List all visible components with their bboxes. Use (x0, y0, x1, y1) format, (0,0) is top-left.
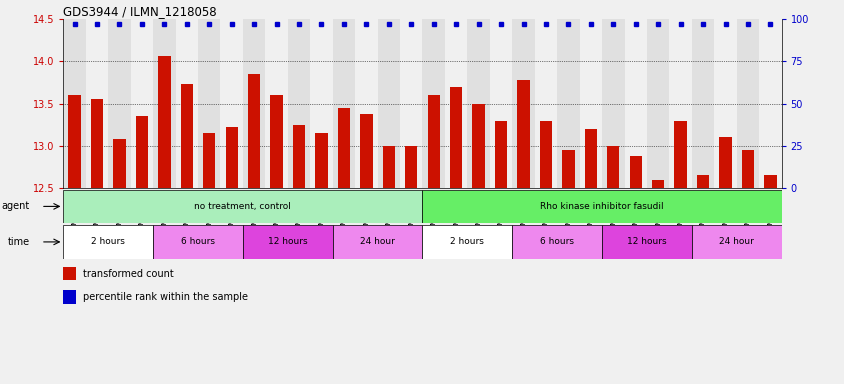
Text: percentile rank within the sample: percentile rank within the sample (84, 291, 248, 301)
Bar (225, 127, 238, 188)
FancyBboxPatch shape (333, 225, 422, 259)
Bar (718, 137, 731, 188)
Bar (539, 121, 551, 188)
Bar (247, 74, 260, 188)
Bar (113, 139, 126, 188)
Text: 6 hours: 6 hours (181, 237, 214, 247)
Bar (668, 19, 691, 188)
Bar (629, 156, 641, 188)
FancyBboxPatch shape (243, 225, 333, 259)
Bar (534, 19, 556, 188)
Bar (270, 95, 283, 188)
Bar (674, 121, 686, 188)
Bar (181, 84, 192, 188)
Text: 24 hour: 24 hour (360, 237, 395, 247)
Bar (584, 129, 597, 188)
FancyBboxPatch shape (422, 225, 511, 259)
Bar (197, 19, 220, 188)
Bar (696, 175, 708, 188)
Bar (333, 19, 354, 188)
Bar (63, 266, 76, 280)
Bar (561, 150, 574, 188)
Bar (136, 116, 148, 188)
Bar (68, 95, 81, 188)
Bar (652, 180, 663, 188)
Bar (472, 104, 484, 188)
Bar (741, 150, 753, 188)
Bar (310, 19, 333, 188)
Bar (63, 19, 86, 188)
Bar (360, 114, 372, 188)
Bar (445, 19, 467, 188)
Text: 2 hours: 2 hours (91, 237, 125, 247)
FancyBboxPatch shape (422, 190, 781, 223)
Bar (490, 19, 511, 188)
Bar (91, 99, 103, 188)
Bar (758, 19, 781, 188)
Bar (63, 290, 76, 303)
Bar (624, 19, 647, 188)
Text: 6 hours: 6 hours (539, 237, 573, 247)
Text: 12 hours: 12 hours (626, 237, 666, 247)
Bar (404, 146, 417, 188)
Bar (691, 19, 713, 188)
Text: no treatment, control: no treatment, control (194, 202, 291, 211)
Text: Rho kinase inhibitor fasudil: Rho kinase inhibitor fasudil (539, 202, 663, 211)
Bar (86, 19, 108, 188)
Bar (377, 19, 399, 188)
Bar (243, 19, 265, 188)
Bar (338, 108, 349, 188)
Bar (579, 19, 601, 188)
Bar (647, 19, 668, 188)
FancyBboxPatch shape (63, 225, 153, 259)
Bar (176, 19, 197, 188)
FancyBboxPatch shape (153, 225, 243, 259)
Bar (265, 19, 288, 188)
Bar (495, 121, 506, 188)
Text: time: time (8, 237, 30, 247)
Text: 12 hours: 12 hours (268, 237, 307, 247)
Bar (763, 175, 776, 188)
Bar (158, 56, 170, 188)
Text: agent: agent (2, 201, 30, 212)
Bar (293, 125, 305, 188)
Bar (315, 133, 327, 188)
Bar (556, 19, 579, 188)
Bar (131, 19, 153, 188)
Bar (220, 19, 243, 188)
Text: transformed count: transformed count (84, 268, 174, 278)
Bar (713, 19, 736, 188)
Bar (601, 19, 624, 188)
FancyBboxPatch shape (691, 225, 781, 259)
Text: 2 hours: 2 hours (450, 237, 484, 247)
Bar (422, 19, 445, 188)
Text: 24 hour: 24 hour (718, 237, 754, 247)
Bar (288, 19, 310, 188)
Bar (467, 19, 490, 188)
Bar (382, 146, 394, 188)
Bar (399, 19, 422, 188)
Bar (736, 19, 758, 188)
FancyBboxPatch shape (601, 225, 691, 259)
Text: GDS3944 / ILMN_1218058: GDS3944 / ILMN_1218058 (63, 5, 217, 18)
Bar (203, 133, 215, 188)
Bar (450, 87, 462, 188)
FancyBboxPatch shape (63, 190, 422, 223)
Bar (606, 146, 619, 188)
Bar (517, 80, 529, 188)
Bar (511, 19, 534, 188)
FancyBboxPatch shape (511, 225, 601, 259)
Bar (354, 19, 377, 188)
Bar (108, 19, 131, 188)
Bar (153, 19, 176, 188)
Bar (427, 95, 440, 188)
